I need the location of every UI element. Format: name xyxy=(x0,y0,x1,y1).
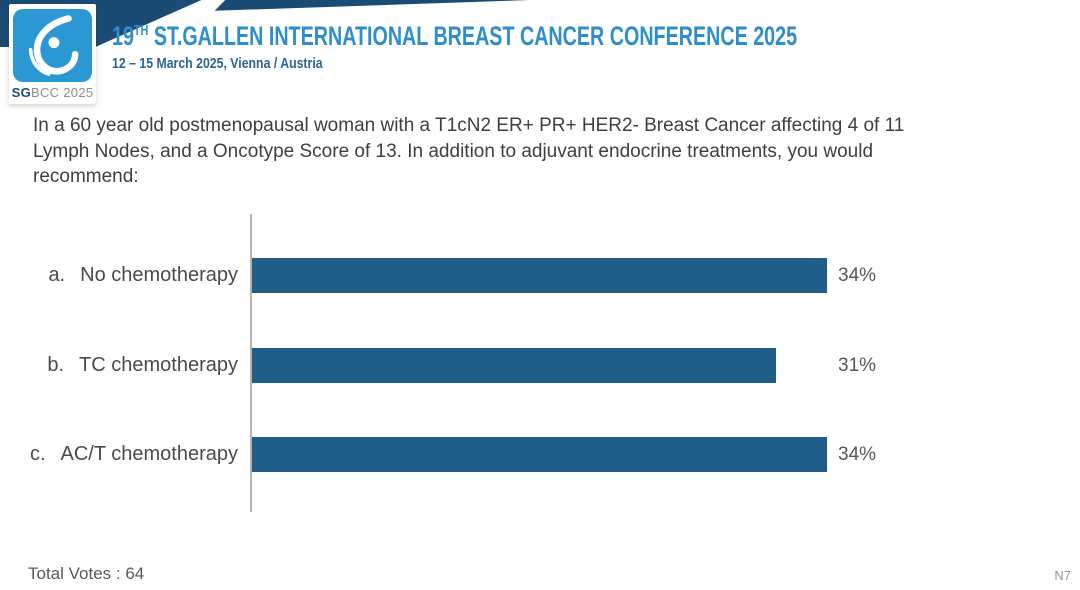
option-letter: b. xyxy=(47,353,65,376)
question-line: Lymph Nodes, and a Oncotype Score of 13.… xyxy=(33,140,874,162)
logo-caption-rest: BCC 2025 xyxy=(31,85,94,100)
option-text: AC/T chemotherapy xyxy=(60,443,239,465)
chart-row: a. No chemotherapy 34% xyxy=(0,258,1080,293)
category-label: b. TC chemotherapy xyxy=(0,348,238,383)
option-text: TC chemotherapy xyxy=(79,353,238,376)
question-line: recommend: xyxy=(33,166,139,187)
title-prefix: 19 xyxy=(112,21,134,51)
sgbcc-logo xyxy=(13,9,92,82)
bar xyxy=(252,437,827,472)
chart-axis-line xyxy=(250,214,252,512)
conference-subtitle: 12 – 15 March 2025, Vienna / Austria xyxy=(112,55,323,72)
value-label: 34% xyxy=(838,265,877,286)
chart-row: b. TC chemotherapy 31% xyxy=(0,347,1080,383)
category-label: a. No chemotherapy xyxy=(0,258,238,293)
conference-title: 19TH ST.GALLEN INTERNATIONAL BREAST CANC… xyxy=(112,21,797,52)
slide-code-label: N7 xyxy=(1054,568,1071,583)
chart-row: c. AC/T chemotherapy 34% xyxy=(0,437,1080,472)
bar xyxy=(252,258,827,293)
poll-bar-chart: a. No chemotherapy 34% b. TC chemotherapy 31%… xyxy=(0,214,1080,512)
title-rest: ST.GALLEN INTERNATIONAL BREAST CANCER CO… xyxy=(148,21,798,51)
option-text: No chemotherapy xyxy=(80,264,238,286)
option-letter: a. xyxy=(48,264,66,286)
logo-caption: SGBCC 2025 xyxy=(9,85,96,100)
question-text: In a 60 year old postmenopausal woman wi… xyxy=(33,113,1043,190)
title-superscript: TH xyxy=(133,23,149,39)
conference-logo-card: SGBCC 2025 xyxy=(9,4,96,104)
value-label: 31% xyxy=(838,354,877,376)
logo-caption-bold: SG xyxy=(11,85,31,100)
bar xyxy=(252,347,776,383)
header: 19TH ST.GALLEN INTERNATIONAL BREAST CANC… xyxy=(112,21,1050,72)
category-label: c. AC/T chemotherapy xyxy=(0,437,238,472)
question-line: In a 60 year old postmenopausal woman wi… xyxy=(33,115,905,136)
value-label: 34% xyxy=(838,444,877,465)
total-votes-label: Total Votes : 64 xyxy=(28,564,145,583)
option-letter: c. xyxy=(29,443,46,465)
